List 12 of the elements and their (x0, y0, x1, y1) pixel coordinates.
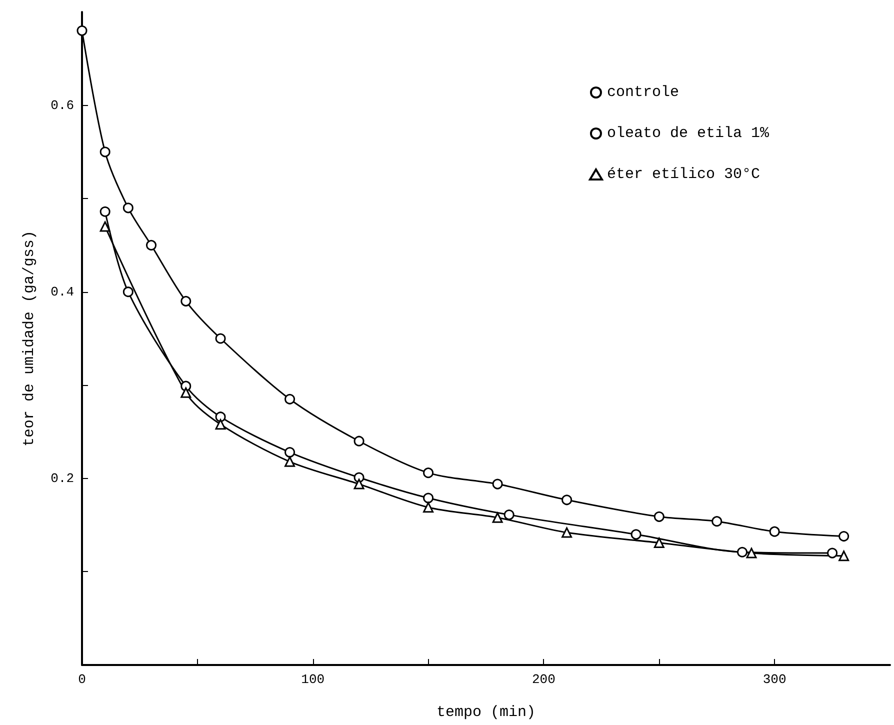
y-tick-label: 0.2 (50, 470, 74, 486)
legend-label: éter etílico 30°C (606, 166, 760, 183)
x-axis-title: tempo (min) (436, 704, 536, 721)
x-tick-label: 200 (532, 672, 556, 687)
legend-label: oleato de etila 1% (606, 125, 770, 142)
x-tick-label: 300 (762, 672, 786, 687)
x-tick-label: 0 (78, 672, 86, 687)
y-tick-label: 0.4 (50, 284, 74, 300)
y-tick-label: 0.6 (50, 98, 74, 113)
legend-label: controle (606, 84, 679, 101)
y-axis-title: teor de umidade (ga/gss) (21, 230, 38, 447)
x-tick-label: 100 (301, 672, 325, 687)
